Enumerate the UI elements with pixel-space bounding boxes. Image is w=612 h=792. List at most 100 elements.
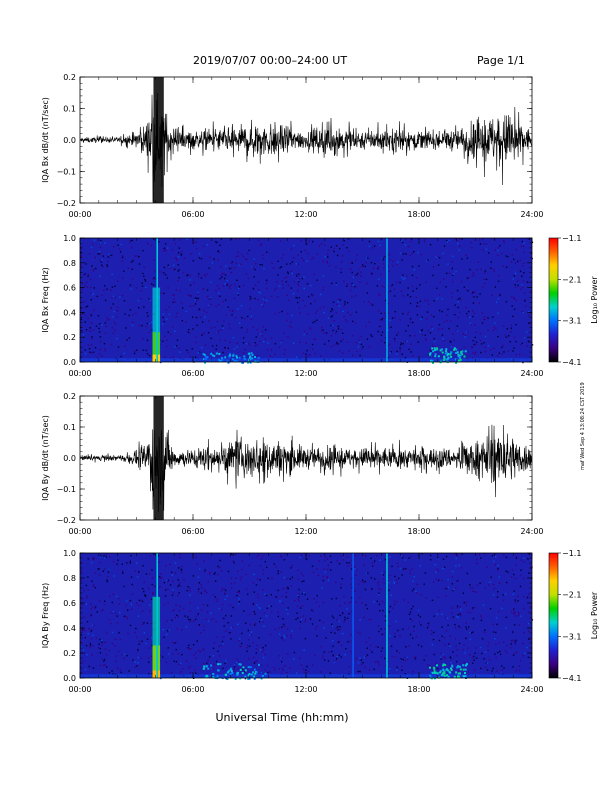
spectrogram-pixel <box>238 264 241 266</box>
spectrogram-pixel <box>160 677 162 680</box>
spectrogram-pixel <box>514 611 516 613</box>
spectrogram-pixel <box>355 274 358 276</box>
spectrogram-pixel <box>507 256 509 258</box>
x-tick-label: 18:00 <box>407 369 430 378</box>
spectrogram-pixel <box>370 557 372 560</box>
spectrogram-pixel <box>82 630 84 632</box>
spectrogram-pixel <box>512 315 514 318</box>
spectrogram-pixel <box>349 650 352 653</box>
spectrogram-pixel <box>241 668 244 670</box>
spectrogram-pixel <box>262 647 264 649</box>
spectrogram-pixel <box>87 317 89 320</box>
spectrogram-pixel <box>229 287 231 289</box>
spectrogram-pixel <box>446 319 448 322</box>
spectrogram-pixel <box>324 256 326 258</box>
spectrogram-pixel <box>94 572 96 574</box>
spectrogram-pixel <box>220 644 223 647</box>
spectrogram-pixel <box>136 665 138 667</box>
spectrogram-pixel <box>189 621 192 623</box>
spectrogram-pixel <box>323 343 326 345</box>
spectrogram-pixel <box>284 636 286 639</box>
spectrogram-pixel <box>311 623 314 625</box>
spectrogram-pixel <box>389 625 391 627</box>
spectrogram-pixel <box>128 670 130 672</box>
spectrogram-pixel <box>447 578 449 581</box>
spectrogram-pixel <box>484 318 486 321</box>
spectrogram-pixel <box>324 571 326 573</box>
spectrogram-pixel <box>196 293 199 295</box>
spectrogram-pixel <box>297 283 299 285</box>
spectrogram-pixel <box>314 654 316 657</box>
spectrogram-pixel <box>365 325 367 328</box>
spectral-band-pixel <box>264 672 267 675</box>
spectral-band-pixel <box>460 350 463 353</box>
spectrogram-pixel <box>223 272 225 275</box>
spectrogram-pixel <box>214 572 216 574</box>
spectrogram-pixel <box>197 291 199 294</box>
spectrogram-pixel <box>433 300 435 302</box>
spectrogram-pixel <box>174 562 177 564</box>
spectrogram-pixel <box>189 610 191 612</box>
spectrogram-pixel <box>242 255 245 258</box>
spectrogram-pixel <box>170 672 173 674</box>
spectrogram-pixel <box>494 286 496 288</box>
spectrogram-pixel <box>102 265 104 268</box>
spectrogram-pixel <box>137 662 139 664</box>
spectrogram-pixel <box>192 242 195 244</box>
spectrogram-pixel <box>107 256 110 258</box>
spectrogram-pixel <box>178 567 180 569</box>
spectrogram-pixel <box>506 328 508 330</box>
spectrogram-pixel <box>342 338 344 340</box>
spectrogram-pixel <box>493 587 496 590</box>
spectrogram-pixel <box>112 593 114 595</box>
spectrogram-pixel <box>412 290 414 292</box>
x-tick-label: 00:00 <box>68 685 91 694</box>
spectrogram-pixel <box>248 645 251 647</box>
spectrogram-pixel <box>106 319 108 321</box>
spectrogram-pixel <box>290 270 292 272</box>
spectrogram-pixel <box>267 342 269 344</box>
spectrogram-pixel <box>86 621 89 623</box>
spectrogram-pixel <box>462 333 464 335</box>
spectrogram-pixel <box>479 339 482 342</box>
spectrogram-pixel <box>272 267 275 269</box>
spectrogram-pixel <box>172 294 174 296</box>
spectral-burst-peak <box>152 354 161 362</box>
spectrogram-pixel <box>444 657 446 659</box>
spectrogram-pixel <box>106 579 108 581</box>
spectrogram-pixel <box>530 290 532 292</box>
spectrogram-pixel <box>451 576 453 578</box>
spectrogram-pixel <box>291 630 293 632</box>
spectrogram-pixel <box>388 581 390 584</box>
spectrogram-pixel <box>299 627 301 630</box>
spectrogram-pixel <box>87 273 90 276</box>
spectrogram-pixel <box>192 644 195 646</box>
spectrogram-pixel <box>119 248 121 250</box>
spectrogram-pixel <box>486 669 489 671</box>
spectrogram-pixel <box>167 602 169 604</box>
spectrogram-pixel <box>282 669 284 672</box>
spectrogram-pixel <box>90 344 93 346</box>
spectrogram-pixel <box>119 638 122 641</box>
spectrogram-pixel <box>177 264 179 266</box>
spectrogram-pixel <box>252 326 254 328</box>
spectrogram-pixel <box>338 563 341 565</box>
spectral-band-pixel <box>219 360 222 362</box>
spectral-band-pixel <box>228 355 231 358</box>
spectrogram-pixel <box>192 260 194 262</box>
spectrogram-pixel <box>354 554 356 557</box>
y-axis-label: IQA Bx dB/dt (nT/sec) <box>41 97 50 183</box>
spectrogram-pixel <box>411 620 414 622</box>
spectrogram-pixel <box>383 602 385 604</box>
spectrogram-pixel <box>257 596 260 599</box>
spectrogram-pixel <box>163 272 165 274</box>
spectrogram-pixel <box>196 563 198 565</box>
spectrogram-pixel <box>245 588 248 590</box>
spectrogram-pixel <box>88 347 91 350</box>
spectrogram-pixel <box>520 559 522 561</box>
spectrogram-pixel <box>283 332 285 334</box>
spectrogram-pixel <box>182 668 184 670</box>
spectrogram-pixel <box>295 356 298 358</box>
spectrogram-pixel <box>177 653 179 655</box>
spectral-band-pixel <box>451 664 454 667</box>
